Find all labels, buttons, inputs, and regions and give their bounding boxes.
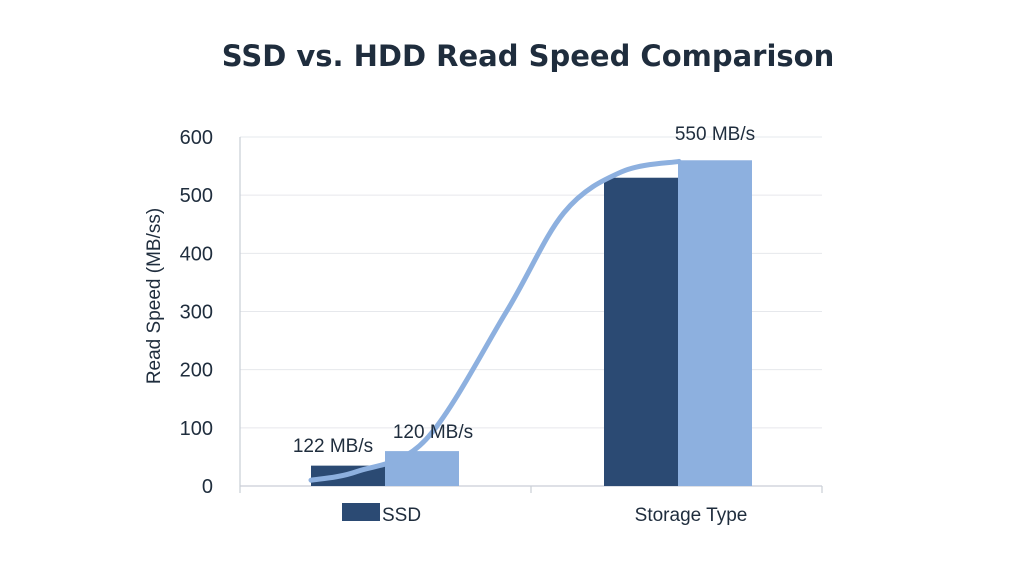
bar xyxy=(678,160,752,486)
chart-title: SSD vs. HDD Read Speed Comparison xyxy=(222,39,835,73)
y-tick-label: 500 xyxy=(180,185,213,207)
data-label: 122 MB/s xyxy=(293,436,373,457)
trend-line xyxy=(308,158,682,483)
bar xyxy=(604,177,678,486)
data-label: 550 MB/s xyxy=(675,124,755,145)
y-tick-label: 300 xyxy=(180,302,213,324)
x-axis-label: Storage Type xyxy=(635,505,748,526)
y-tick-label: 200 xyxy=(180,360,213,382)
bars xyxy=(311,160,752,486)
y-tick-label: 0 xyxy=(202,476,213,498)
legend-label-ssd: SSD xyxy=(382,505,421,526)
data-labels: 122 MB/s 120 MB/s 550 MB/s xyxy=(293,124,755,457)
y-tick-label: 600 xyxy=(180,127,213,149)
y-tick-label: 100 xyxy=(180,418,213,440)
legend-swatch-ssd xyxy=(342,503,380,521)
y-axis-label: Read Speed (MB/ss) xyxy=(144,208,165,384)
trend-line-layer xyxy=(308,158,682,483)
data-label: 120 MB/s xyxy=(393,422,473,443)
y-axis-ticks: 0 100 200 300 400 500 600 xyxy=(180,127,213,498)
y-tick-label: 400 xyxy=(180,243,213,265)
bar xyxy=(385,451,459,486)
legend: SSD xyxy=(342,503,421,526)
